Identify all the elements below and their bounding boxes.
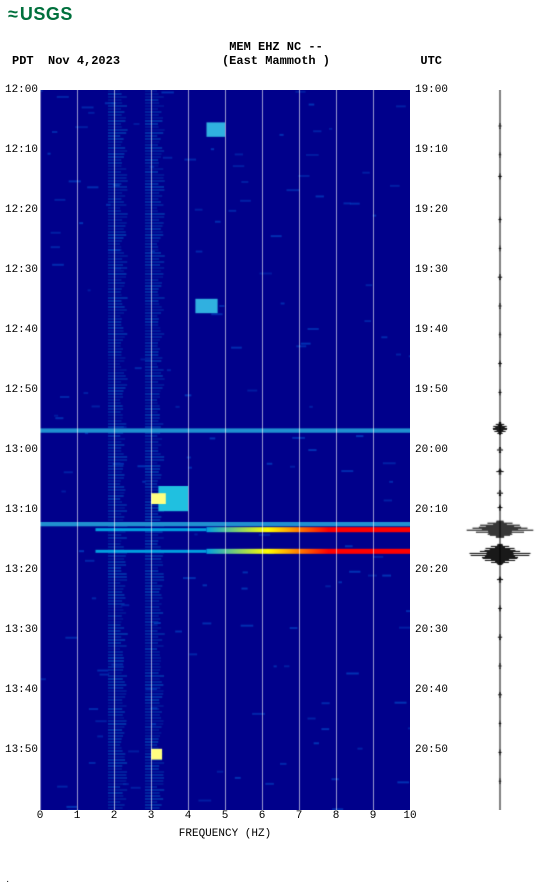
time-tick: 12:00	[0, 84, 38, 96]
seismogram-canvas	[460, 90, 540, 810]
time-tick: 19:40	[412, 324, 448, 336]
footer-mark: ·	[6, 876, 9, 887]
logo-text: USGS	[20, 4, 73, 25]
station-name: (East Mammoth )	[0, 54, 552, 68]
time-tick: 12:10	[0, 144, 38, 156]
chart-header: MEM EHZ NC -- PDT Nov 4,2023 (East Mammo…	[0, 40, 552, 54]
freq-tick: 4	[185, 810, 192, 822]
freq-tick: 1	[74, 810, 81, 822]
time-tick: 20:20	[412, 564, 448, 576]
time-tick: 13:20	[0, 564, 38, 576]
pdt-time-axis: 12:0012:1012:2012:3012:4012:5013:0013:10…	[0, 90, 38, 810]
frequency-axis: 012345678910	[40, 810, 410, 830]
spectrogram-canvas	[40, 90, 410, 810]
time-tick: 12:20	[0, 204, 38, 216]
time-tick: 12:50	[0, 384, 38, 396]
freq-tick: 2	[111, 810, 118, 822]
station-id: MEM EHZ NC --	[0, 40, 552, 54]
usgs-logo: ≈ USGS	[8, 4, 73, 25]
time-tick: 12:30	[0, 264, 38, 276]
time-tick: 20:00	[412, 444, 448, 456]
freq-tick: 7	[296, 810, 303, 822]
utc-time-axis: 19:0019:1019:2019:3019:4019:5020:0020:10…	[412, 90, 448, 810]
time-tick: 13:40	[0, 684, 38, 696]
time-tick: 20:30	[412, 624, 448, 636]
frequency-axis-label: FREQUENCY (HZ)	[40, 828, 410, 840]
right-timezone: UTC	[420, 54, 442, 68]
time-tick: 13:10	[0, 504, 38, 516]
time-tick: 12:40	[0, 324, 38, 336]
time-tick: 19:00	[412, 84, 448, 96]
time-tick: 13:30	[0, 624, 38, 636]
time-tick: 20:40	[412, 684, 448, 696]
seismogram-trace	[460, 90, 540, 810]
time-tick: 19:50	[412, 384, 448, 396]
freq-tick: 9	[370, 810, 377, 822]
time-tick: 13:00	[0, 444, 38, 456]
time-tick: 19:30	[412, 264, 448, 276]
time-tick: 19:10	[412, 144, 448, 156]
freq-tick: 3	[148, 810, 155, 822]
time-tick: 20:10	[412, 504, 448, 516]
logo-wave-icon: ≈	[8, 4, 18, 25]
time-tick: 20:50	[412, 744, 448, 756]
time-tick: 13:50	[0, 744, 38, 756]
time-tick: 19:20	[412, 204, 448, 216]
freq-tick: 10	[403, 810, 416, 822]
freq-tick: 5	[222, 810, 229, 822]
freq-tick: 8	[333, 810, 340, 822]
spectrogram-plot	[40, 90, 410, 810]
freq-tick: 6	[259, 810, 266, 822]
freq-tick: 0	[37, 810, 44, 822]
